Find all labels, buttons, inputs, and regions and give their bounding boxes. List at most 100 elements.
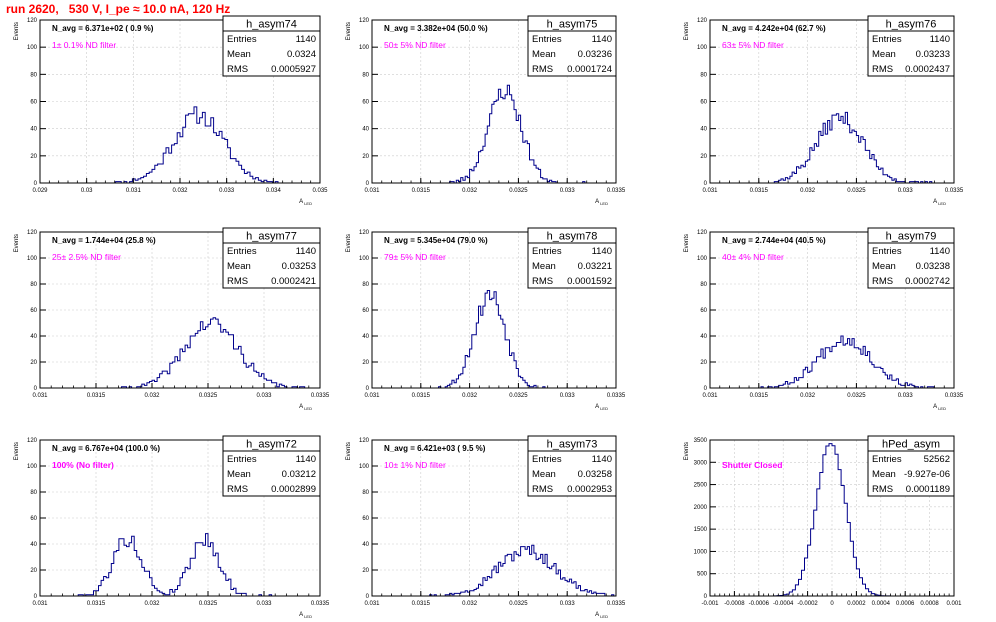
y-tick-label: 100 [27,464,38,470]
y-tick-label: 40 [30,542,37,548]
x-tick-label: 0.032 [144,393,160,399]
x-tick-label: 0.0315 [750,188,769,194]
x-tick-label: 0.0315 [412,601,431,607]
y-tick-label: 2500 [694,483,708,489]
y-tick-label: 3000 [694,460,708,466]
x-tick-label: 0.031 [364,188,380,194]
filter-label: 10± 1% ND filter [384,460,446,470]
x-tick-label: 0.0315 [412,188,431,194]
histogram-name: hPed_asym [882,439,940,451]
y-tick-label: 100 [27,256,38,262]
y-tick-label: 100 [697,45,708,51]
y-tick-label: 1500 [694,527,708,533]
page-title: run 2620, 530 V, I_pe ≈ 10.0 nA, 120 Hz [6,2,231,16]
x-tick-label: 0.0335 [945,393,964,399]
y-tick-label: 40 [30,334,37,340]
navg-label: N_avg = 6.767e+04 (100.0 %) [52,444,160,453]
stats-value: 1140 [592,454,612,465]
navg-label: N_avg = 6.421e+03 ( 9.5 %) [384,444,486,453]
y-tick-label: 0 [34,386,38,392]
stats-key: Mean [532,261,556,272]
histogram-panel: 0.031 0.0315 0.032 0.0325 0.033 0.0335 0 20 40 60… [684,227,964,411]
y-tick-label: 20 [362,154,369,160]
y-axis-label: Events [14,22,20,40]
y-tick-label: 0 [704,386,708,392]
stats-key: Entries [872,34,902,45]
x-tick-label: 0.032 [462,601,478,607]
navg-label: N_avg = 3.382e+04 (50.0 %) [384,24,488,33]
y-tick-label: 40 [700,127,707,133]
x-axis-label: A LED [595,612,608,619]
stats-value: 0.0001592 [567,276,612,287]
x-tick-label: -0.0008 [724,601,745,607]
y-tick-label: 0 [366,181,370,187]
x-tick-label: -0.001 [701,601,719,607]
x-tick-label: 0.03 [81,188,93,194]
x-tick-label: -0.0006 [749,601,770,607]
histogram-name: h_asym75 [547,19,598,31]
x-tick-label: 0.035 [312,188,328,194]
x-tick-label: 0.0325 [199,393,218,399]
stats-value: 1140 [296,34,316,45]
x-tick-label: 0.0315 [87,601,106,607]
y-tick-label: 120 [359,438,370,444]
y-tick-label: 40 [362,542,369,548]
filter-label: 100% (No filter) [52,460,114,470]
histogram-panel: 0.031 0.0315 0.032 0.0325 0.033 0.0335 0 20 40 60… [14,435,330,619]
x-tick-label: 0.0335 [607,601,626,607]
y-tick-label: 120 [359,230,370,236]
y-tick-label: 0 [34,594,38,600]
stats-box [867,15,955,77]
filter-label: 79± 5% ND filter [384,252,446,262]
x-tick-label: 0.033 [898,393,914,399]
stats-box [867,435,955,497]
x-tick-label: 0.0335 [945,188,964,194]
x-tick-label: 0.001 [946,601,962,607]
x-tick-label: 0.032 [800,393,816,399]
stats-key: RMS [227,64,248,75]
stats-box [867,227,955,289]
x-tick-label: 0.0315 [87,393,106,399]
y-tick-label: 0 [366,386,370,392]
stats-key: RMS [532,64,553,75]
x-tick-label: 0.0335 [607,188,626,194]
x-tick-label: -0.0004 [773,601,794,607]
y-tick-label: 120 [359,18,370,24]
y-axis-label: Events [684,22,690,40]
filter-label: 40± 4% ND filter [722,252,784,262]
x-tick-label: 0.032 [800,188,816,194]
stats-key: RMS [872,64,893,75]
y-tick-label: 20 [362,360,369,366]
stats-value: 1140 [930,246,950,257]
x-axis-label: A LED [933,404,946,411]
y-tick-label: 3500 [694,438,708,444]
histogram-panel: -0.001 -0.0008 -0.0006 -0.0004 -0.0002 0 0.000… [684,435,962,607]
stats-box [222,227,321,289]
stats-value: 0.0002899 [271,484,316,495]
y-tick-label: 100 [27,45,38,51]
y-tick-label: 0 [366,594,370,600]
stats-key: Mean [532,49,556,60]
y-axis-label: Events [14,442,20,460]
x-tick-label: 0.034 [266,188,282,194]
x-tick-label: 0.033 [256,393,272,399]
histogram-name: h_asym76 [886,19,937,31]
x-tick-label: 0.032 [462,393,478,399]
x-axis-label: A LED [299,404,312,411]
y-tick-label: 60 [362,308,369,314]
y-tick-label: 20 [30,568,37,574]
y-tick-label: 1000 [694,549,708,555]
x-tick-label: 0.0006 [896,601,915,607]
histogram-series [710,111,954,184]
y-tick-label: 60 [362,516,369,522]
stats-key: Entries [532,454,562,465]
stats-value: 0.03221 [578,261,612,272]
x-tick-label: 0.0325 [199,601,218,607]
x-tick-label: 0.0325 [509,601,528,607]
stats-box [222,435,321,497]
x-tick-label: 0.0008 [920,601,939,607]
stats-box [527,15,617,77]
x-tick-label: 0.033 [560,601,576,607]
stats-value: 1140 [592,34,612,45]
histogram-series [372,290,616,389]
